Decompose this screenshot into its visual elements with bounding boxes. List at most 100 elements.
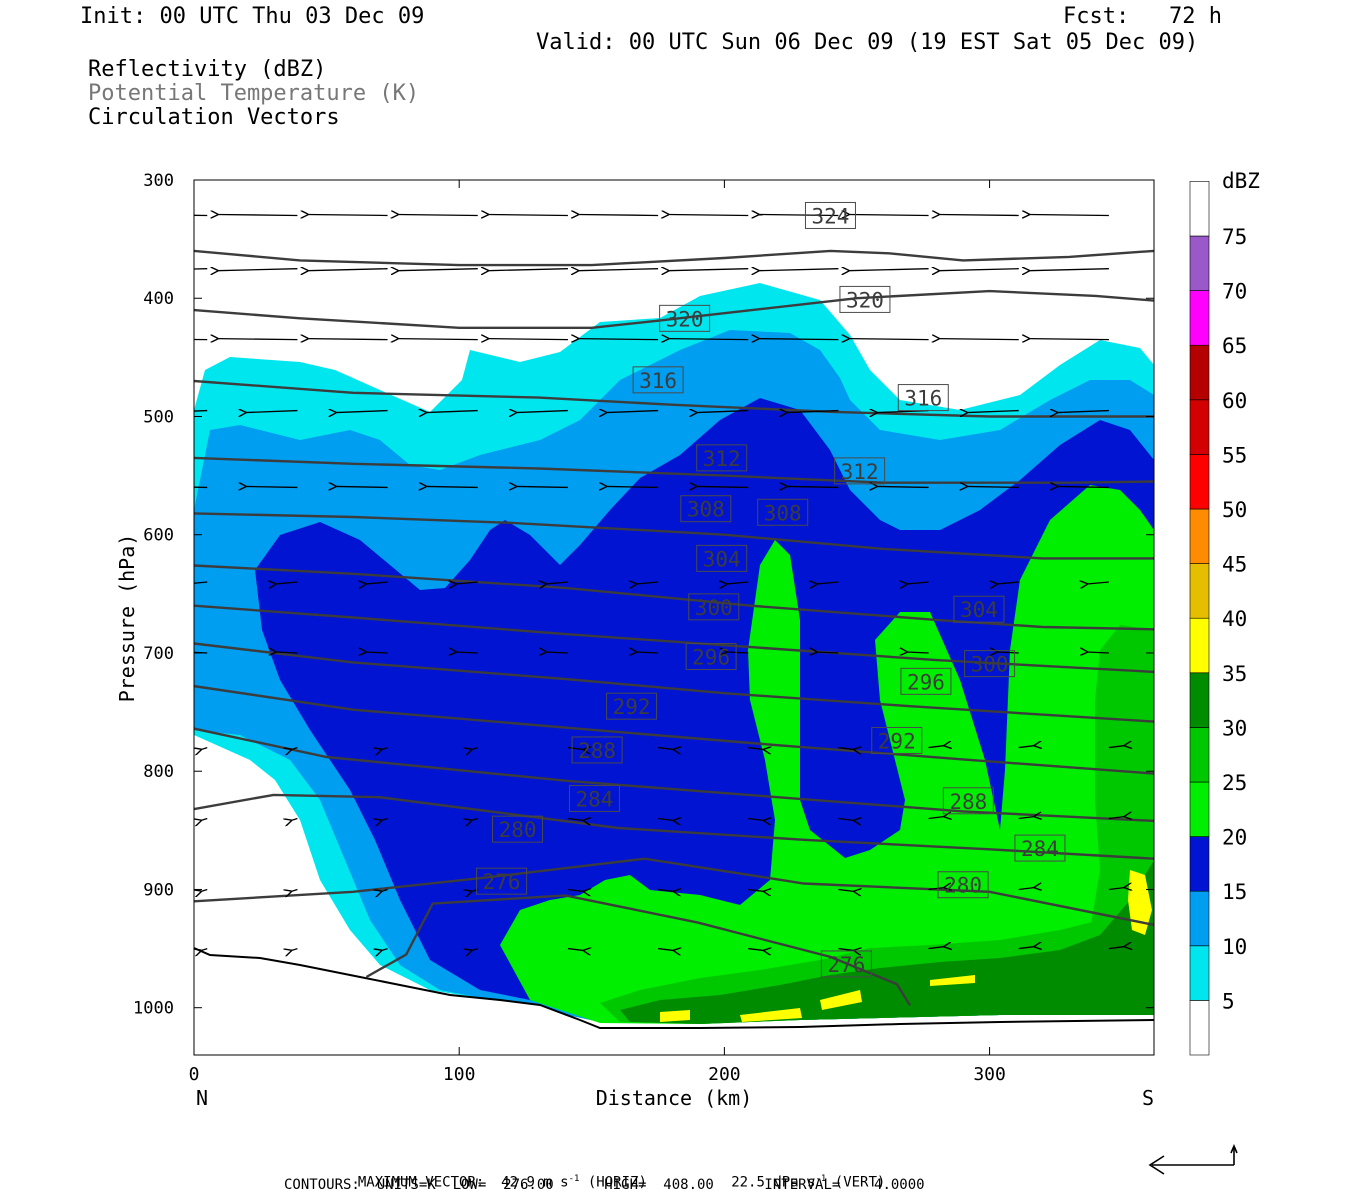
x-tick-label: 300 — [973, 1064, 1006, 1085]
colorbar-title: dBZ — [1222, 169, 1260, 193]
refl-35-patch-d — [1128, 870, 1152, 935]
x-axis-title: Distance (km) — [596, 1086, 753, 1110]
colorbar-swatch — [1189, 399, 1210, 455]
vector-arrow — [928, 887, 945, 889]
vector-arrow — [967, 486, 1019, 487]
svg-text:284: 284 — [1021, 837, 1059, 861]
svg-text:288: 288 — [949, 790, 987, 814]
refl-35-patch-c — [660, 1010, 690, 1022]
vector-arrow — [838, 949, 854, 951]
x-tick-label: 0 — [189, 1064, 200, 1085]
vector-arrow — [997, 652, 1019, 653]
svg-text:320: 320 — [846, 288, 884, 312]
vector-arrow — [636, 652, 659, 653]
theta-line-296 — [194, 642, 1154, 723]
vector-arrow — [1018, 947, 1035, 949]
vector-arrow — [758, 269, 839, 271]
vector-arrow — [398, 269, 478, 271]
vector-arrow — [471, 817, 478, 821]
y-tick-label: 500 — [143, 407, 174, 427]
vector-arrow — [877, 486, 929, 487]
theta-line-280 — [194, 857, 1154, 927]
svg-text:312: 312 — [841, 460, 879, 484]
vector-arrow — [201, 746, 208, 750]
svg-text:276: 276 — [827, 953, 865, 977]
theta-label-280: 280 — [492, 815, 544, 843]
vector-arrow — [838, 748, 854, 750]
theta-line-276 — [365, 894, 912, 1006]
y-tick-label: 700 — [143, 644, 174, 664]
svg-text:280: 280 — [499, 818, 537, 842]
svg-text:288: 288 — [578, 739, 616, 763]
vector-arrow — [201, 888, 208, 891]
field-label-theta: Potential Temperature (K) — [88, 81, 420, 106]
vector-arrow — [658, 819, 674, 821]
vector-arrow — [426, 486, 478, 487]
theta-label-316: 316 — [897, 384, 949, 412]
colorbar-level-label: 70 — [1222, 280, 1247, 304]
vector-arrow — [381, 746, 388, 750]
field-label-vectors: Circulation Vectors — [88, 105, 340, 130]
vector-arrow — [567, 748, 584, 750]
refl-30-region — [620, 860, 1154, 1024]
svg-text:284: 284 — [575, 787, 613, 811]
max-vert-value: 22.5 dPa s — [731, 1174, 816, 1191]
vector-arrow — [291, 947, 298, 951]
y-tick-label: 400 — [143, 289, 174, 309]
y-tick-label: 600 — [143, 526, 174, 546]
theta-label-300: 300 — [688, 593, 740, 621]
colorbar: 5 10 15 20 25 30 35 40 45 50 55 60 65 70 75 — [1189, 181, 1247, 1056]
vector-arrow — [567, 889, 584, 891]
vector-arrow — [546, 652, 568, 653]
colorbar-swatch — [1189, 890, 1210, 947]
vector-arrow — [381, 947, 388, 951]
vector-arrow — [939, 214, 1019, 215]
vector-arrow — [758, 214, 839, 215]
axes: 0 100 200 300 300 400 500 600 700 800 900 1000 — [133, 171, 1154, 1085]
svg-text:300: 300 — [971, 653, 1009, 677]
colorbar-swatch — [1189, 836, 1210, 892]
svg-text:324: 324 — [811, 204, 849, 228]
vector-arrow — [567, 949, 584, 951]
refl-35-patch-b — [740, 1008, 802, 1022]
vector-arrow — [275, 582, 298, 584]
vector-arrow — [939, 339, 1019, 340]
vector-arrow — [194, 486, 208, 489]
vector-arrow — [849, 214, 929, 215]
theta-line-308 — [194, 512, 1154, 560]
vector-arrow — [748, 819, 764, 821]
colorbar-swatch — [1189, 235, 1210, 291]
vector-arrow — [928, 817, 945, 819]
theta-label-312: 312 — [834, 457, 886, 485]
vector-arrow — [606, 411, 659, 413]
theta-label-308: 308 — [680, 495, 732, 523]
vector-arrow — [336, 411, 388, 413]
colorbar-swatch — [1189, 617, 1210, 674]
vector-arrow — [1029, 214, 1109, 215]
svg-text:304: 304 — [960, 598, 998, 622]
forecast-hour: Fcst: 72 h — [1063, 4, 1222, 29]
theta-line-288 — [194, 727, 1154, 823]
vector-arrow — [838, 819, 854, 821]
svg-text:280: 280 — [944, 874, 982, 898]
y-tick-label: 800 — [143, 762, 174, 782]
max-horiz-value: 42.9 m s — [501, 1174, 569, 1191]
vector-arrow — [1087, 582, 1109, 584]
vector-arrow — [658, 949, 674, 951]
colorbar-level-label: 5 — [1222, 989, 1235, 1013]
svg-text:320: 320 — [666, 307, 704, 331]
vector-arrow — [456, 652, 478, 653]
theta-line-284 — [194, 793, 1154, 860]
svg-text:316: 316 — [639, 369, 677, 393]
theta-label-296: 296 — [900, 667, 952, 695]
vector-arrow — [1108, 947, 1125, 949]
vector-arrow — [366, 652, 388, 653]
svg-text:300: 300 — [695, 596, 733, 620]
colorbar-swatch — [1189, 454, 1210, 510]
vector-arrow — [1108, 887, 1125, 889]
init-time: Init: 00 UTC Thu 03 Dec 09 — [80, 4, 425, 29]
vector-arrow — [291, 746, 298, 750]
y-axis-title: Pressure (hPa) — [115, 534, 139, 703]
vector-arrow — [291, 817, 298, 821]
